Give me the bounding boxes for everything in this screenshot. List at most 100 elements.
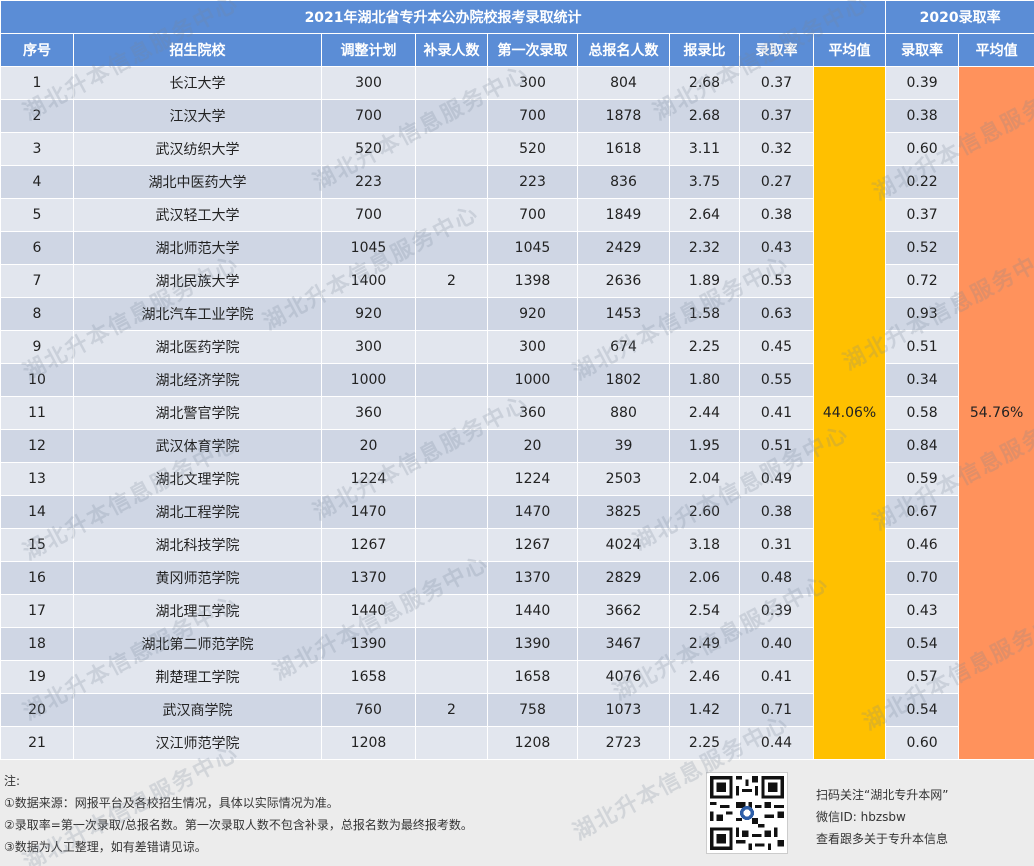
cell-rate-2020: 0.60 xyxy=(885,726,960,760)
table-row: 17 湖北理工学院 1440 1440 3662 2.54 0.39 0.43 xyxy=(0,594,1034,628)
cell-adjusted-plan: 700 xyxy=(321,99,416,133)
cell-rate-2021: 0.41 xyxy=(739,396,814,430)
header-ratio: 报录比 xyxy=(669,33,740,67)
cell-index: 12 xyxy=(0,429,74,463)
cell-adjusted-plan: 1440 xyxy=(321,594,416,628)
cell-rate-2020: 0.60 xyxy=(885,132,960,166)
cell-ratio: 2.68 xyxy=(669,99,740,133)
cell-ratio: 1.95 xyxy=(669,429,740,463)
cell-total-applicants: 2503 xyxy=(577,462,670,496)
header-supplementary: 补录人数 xyxy=(415,33,488,67)
cell-adjusted-plan: 1658 xyxy=(321,660,416,694)
cell-adjusted-plan: 300 xyxy=(321,66,416,100)
cell-first-admission: 1224 xyxy=(487,462,578,496)
cell-rate-2020: 0.70 xyxy=(885,561,960,595)
cell-first-admission: 360 xyxy=(487,396,578,430)
cell-total-applicants: 1073 xyxy=(577,693,670,727)
cell-total-applicants: 1878 xyxy=(577,99,670,133)
cell-rate-2020: 0.22 xyxy=(885,165,960,199)
cell-supplementary xyxy=(415,165,488,199)
cell-ratio: 1.58 xyxy=(669,297,740,331)
cell-supplementary xyxy=(415,594,488,628)
cell-supplementary xyxy=(415,429,488,463)
table-body: 1 长江大学 300 300 804 2.68 0.37 44.06% 0.39 54.76% 2 江… xyxy=(0,66,1034,760)
cell-ratio: 2.49 xyxy=(669,627,740,661)
cell-adjusted-plan: 1390 xyxy=(321,627,416,661)
cell-total-applicants: 880 xyxy=(577,396,670,430)
follow-line-3: 查看跟多关于专升本信息 xyxy=(816,832,949,846)
cell-total-applicants: 3662 xyxy=(577,594,670,628)
cell-rate-2021: 0.37 xyxy=(739,66,814,100)
notes-section: 注: ①数据来源：网报平台及各校招生情况，具体以实际情况为准。 ②录取率=第一次… xyxy=(0,760,1034,866)
cell-supplementary: 2 xyxy=(415,264,488,298)
header-school: 招生院校 xyxy=(73,33,322,67)
note-line-1: ①数据来源：网报平台及各校招生情况，具体以实际情况为准。 xyxy=(4,796,339,810)
cell-ratio: 1.89 xyxy=(669,264,740,298)
cell-total-applicants: 1849 xyxy=(577,198,670,232)
cell-first-admission: 1045 xyxy=(487,231,578,265)
cell-rate-2020: 0.46 xyxy=(885,528,960,562)
cell-index: 4 xyxy=(0,165,74,199)
cell-index: 3 xyxy=(0,132,74,166)
table-row: 13 湖北文理学院 1224 1224 2503 2.04 0.49 0.59 xyxy=(0,462,1034,496)
cell-adjusted-plan: 920 xyxy=(321,297,416,331)
cell-rate-2021: 0.44 xyxy=(739,726,814,760)
cell-rate-2020: 0.43 xyxy=(885,594,960,628)
cell-adjusted-plan: 1000 xyxy=(321,363,416,397)
cell-rate-2021: 0.51 xyxy=(739,429,814,463)
cell-total-applicants: 3467 xyxy=(577,627,670,661)
cell-first-admission: 1658 xyxy=(487,660,578,694)
cell-first-admission: 1370 xyxy=(487,561,578,595)
cell-ratio: 2.25 xyxy=(669,726,740,760)
cell-supplementary xyxy=(415,660,488,694)
cell-rate-2021: 0.27 xyxy=(739,165,814,199)
cell-school: 黄冈师范学院 xyxy=(73,561,322,595)
cell-rate-2021: 0.40 xyxy=(739,627,814,661)
cell-ratio: 2.68 xyxy=(669,66,740,100)
cell-rate-2021: 0.38 xyxy=(739,495,814,529)
cell-rate-2020: 0.52 xyxy=(885,231,960,265)
cell-supplementary xyxy=(415,396,488,430)
cell-rate-2020: 0.34 xyxy=(885,363,960,397)
cell-supplementary xyxy=(415,99,488,133)
follow-line-1: 扫码关注“湖北专升本网” xyxy=(816,788,949,802)
cell-school: 长江大学 xyxy=(73,66,322,100)
table-row: 16 黄冈师范学院 1370 1370 2829 2.06 0.48 0.70 xyxy=(0,561,1034,595)
cell-adjusted-plan: 20 xyxy=(321,429,416,463)
cell-total-applicants: 39 xyxy=(577,429,670,463)
cell-ratio: 3.18 xyxy=(669,528,740,562)
cell-school: 湖北文理学院 xyxy=(73,462,322,496)
header-first-admission: 第一次录取 xyxy=(487,33,578,67)
cell-ratio: 1.80 xyxy=(669,363,740,397)
cell-rate-2020: 0.37 xyxy=(885,198,960,232)
cell-index: 15 xyxy=(0,528,74,562)
cell-adjusted-plan: 1267 xyxy=(321,528,416,562)
table-row: 9 湖北医药学院 300 300 674 2.25 0.45 0.51 xyxy=(0,330,1034,364)
note-line-3: ③数据为人工整理，如有差错请见谅。 xyxy=(4,840,207,854)
cell-index: 8 xyxy=(0,297,74,331)
header-avg-2021: 平均值 xyxy=(812,33,887,67)
cell-supplementary xyxy=(415,132,488,166)
cell-rate-2020: 0.59 xyxy=(885,462,960,496)
table-row: 18 湖北第二师范学院 1390 1390 3467 2.49 0.40 0.54 xyxy=(0,627,1034,661)
cell-adjusted-plan: 360 xyxy=(321,396,416,430)
cell-ratio: 2.32 xyxy=(669,231,740,265)
cell-first-admission: 700 xyxy=(487,198,578,232)
header-total-applicants: 总报名人数 xyxy=(577,33,670,67)
cell-school: 武汉体育学院 xyxy=(73,429,322,463)
cell-school: 湖北经济学院 xyxy=(73,363,322,397)
cell-first-admission: 1000 xyxy=(487,363,578,397)
cell-index: 18 xyxy=(0,627,74,661)
qr-code-image xyxy=(706,772,788,854)
cell-supplementary xyxy=(415,528,488,562)
cell-ratio: 2.44 xyxy=(669,396,740,430)
cell-first-admission: 920 xyxy=(487,297,578,331)
cell-school: 荆楚理工学院 xyxy=(73,660,322,694)
cell-first-admission: 1208 xyxy=(487,726,578,760)
cell-school: 汉江师范学院 xyxy=(73,726,322,760)
cell-ratio: 2.06 xyxy=(669,561,740,595)
cell-index: 11 xyxy=(0,396,74,430)
cell-ratio: 3.11 xyxy=(669,132,740,166)
notes-title: 注: xyxy=(4,774,21,788)
